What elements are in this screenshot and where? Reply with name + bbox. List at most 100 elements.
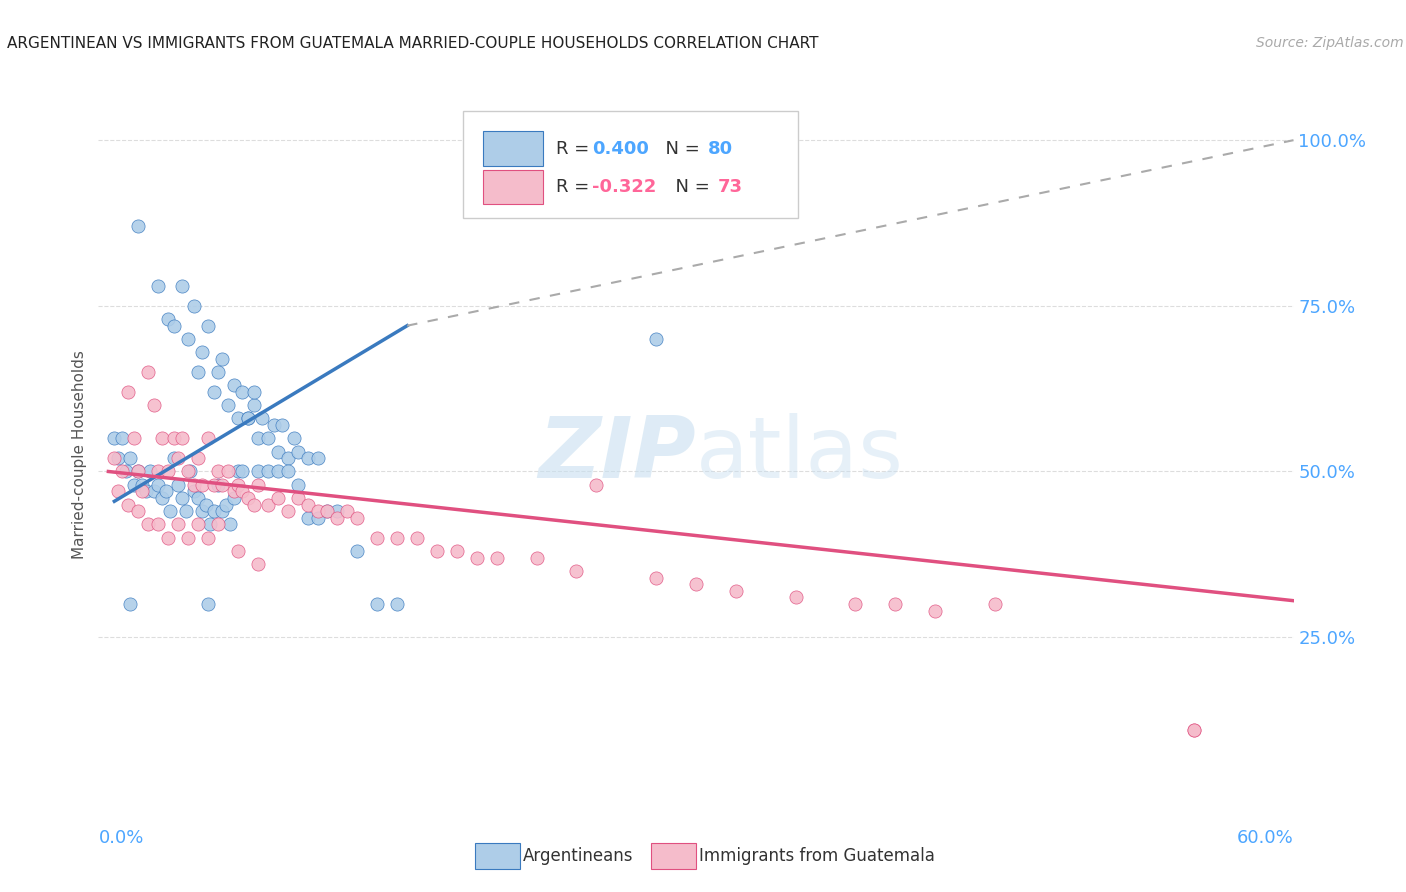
Point <box>115 465 138 479</box>
Point <box>167 451 190 466</box>
Point <box>222 378 245 392</box>
Point <box>157 531 180 545</box>
Point <box>191 477 214 491</box>
Point <box>150 491 173 505</box>
Point <box>226 411 249 425</box>
Point <box>243 498 266 512</box>
Point <box>236 491 259 505</box>
FancyBboxPatch shape <box>463 111 797 219</box>
Point <box>226 477 249 491</box>
Point <box>287 444 309 458</box>
Point <box>267 491 290 505</box>
Point <box>111 465 134 479</box>
Point <box>155 484 177 499</box>
Text: Argentineans: Argentineans <box>523 847 634 865</box>
Point <box>143 398 166 412</box>
FancyBboxPatch shape <box>484 169 543 204</box>
Point <box>148 465 170 479</box>
Point <box>246 477 269 491</box>
Point <box>984 597 1007 611</box>
Point <box>526 550 548 565</box>
Point <box>256 465 278 479</box>
Point <box>187 451 209 466</box>
Point <box>231 465 253 479</box>
Text: N =: N = <box>664 178 716 196</box>
Point <box>585 477 607 491</box>
Text: Source: ZipAtlas.com: Source: ZipAtlas.com <box>1256 36 1403 50</box>
Point <box>124 477 146 491</box>
Point <box>246 465 269 479</box>
Point <box>326 511 349 525</box>
Point <box>565 564 588 578</box>
Point <box>136 517 159 532</box>
Text: ARGENTINEAN VS IMMIGRANTS FROM GUATEMALA MARRIED-COUPLE HOUSEHOLDS CORRELATION C: ARGENTINEAN VS IMMIGRANTS FROM GUATEMALA… <box>7 36 818 51</box>
Point <box>283 431 305 445</box>
Text: 60.0%: 60.0% <box>1237 830 1294 847</box>
Point <box>316 504 339 518</box>
Text: -0.322: -0.322 <box>592 178 657 196</box>
Point <box>202 504 225 518</box>
Point <box>207 517 229 532</box>
Point <box>226 465 249 479</box>
Point <box>183 484 205 499</box>
Text: 80: 80 <box>709 140 733 158</box>
Point <box>172 491 194 505</box>
Text: N =: N = <box>654 140 706 158</box>
Point <box>246 558 269 572</box>
Point <box>924 604 946 618</box>
Point <box>346 511 368 525</box>
Point <box>177 465 200 479</box>
Y-axis label: Married-couple Households: Married-couple Households <box>72 351 87 559</box>
Point <box>366 531 388 545</box>
Point <box>157 312 180 326</box>
Point <box>107 484 129 499</box>
Point <box>236 411 259 425</box>
Point <box>197 318 219 333</box>
Point <box>163 451 186 466</box>
Point <box>336 504 359 518</box>
Point <box>136 365 159 379</box>
Point <box>465 550 488 565</box>
Point <box>172 279 194 293</box>
Point <box>183 477 205 491</box>
Point <box>346 544 368 558</box>
Point <box>287 491 309 505</box>
Point <box>277 504 299 518</box>
Point <box>177 332 200 346</box>
Point <box>645 570 668 584</box>
Point <box>426 544 449 558</box>
Point <box>187 517 209 532</box>
Text: atlas: atlas <box>696 413 904 497</box>
Point <box>150 431 173 445</box>
Point <box>217 465 239 479</box>
Point <box>256 431 278 445</box>
Point <box>270 418 292 433</box>
Text: R =: R = <box>557 140 595 158</box>
Point <box>197 597 219 611</box>
Point <box>183 299 205 313</box>
Point <box>117 498 139 512</box>
Point <box>179 465 201 479</box>
Point <box>267 465 290 479</box>
Point <box>191 345 214 359</box>
Point <box>202 384 225 399</box>
Point <box>172 431 194 445</box>
Point <box>163 318 186 333</box>
Point <box>148 477 170 491</box>
Point <box>148 279 170 293</box>
Point <box>243 384 266 399</box>
Point <box>127 465 149 479</box>
Point <box>143 484 166 499</box>
Point <box>207 465 229 479</box>
Point <box>111 431 134 445</box>
Point <box>326 504 349 518</box>
Point <box>191 504 214 518</box>
Point <box>215 498 238 512</box>
Point <box>226 544 249 558</box>
Point <box>277 465 299 479</box>
Point <box>1182 723 1205 737</box>
Point <box>167 477 190 491</box>
Text: 0.400: 0.400 <box>592 140 650 158</box>
Point <box>246 431 269 445</box>
Point <box>198 517 221 532</box>
